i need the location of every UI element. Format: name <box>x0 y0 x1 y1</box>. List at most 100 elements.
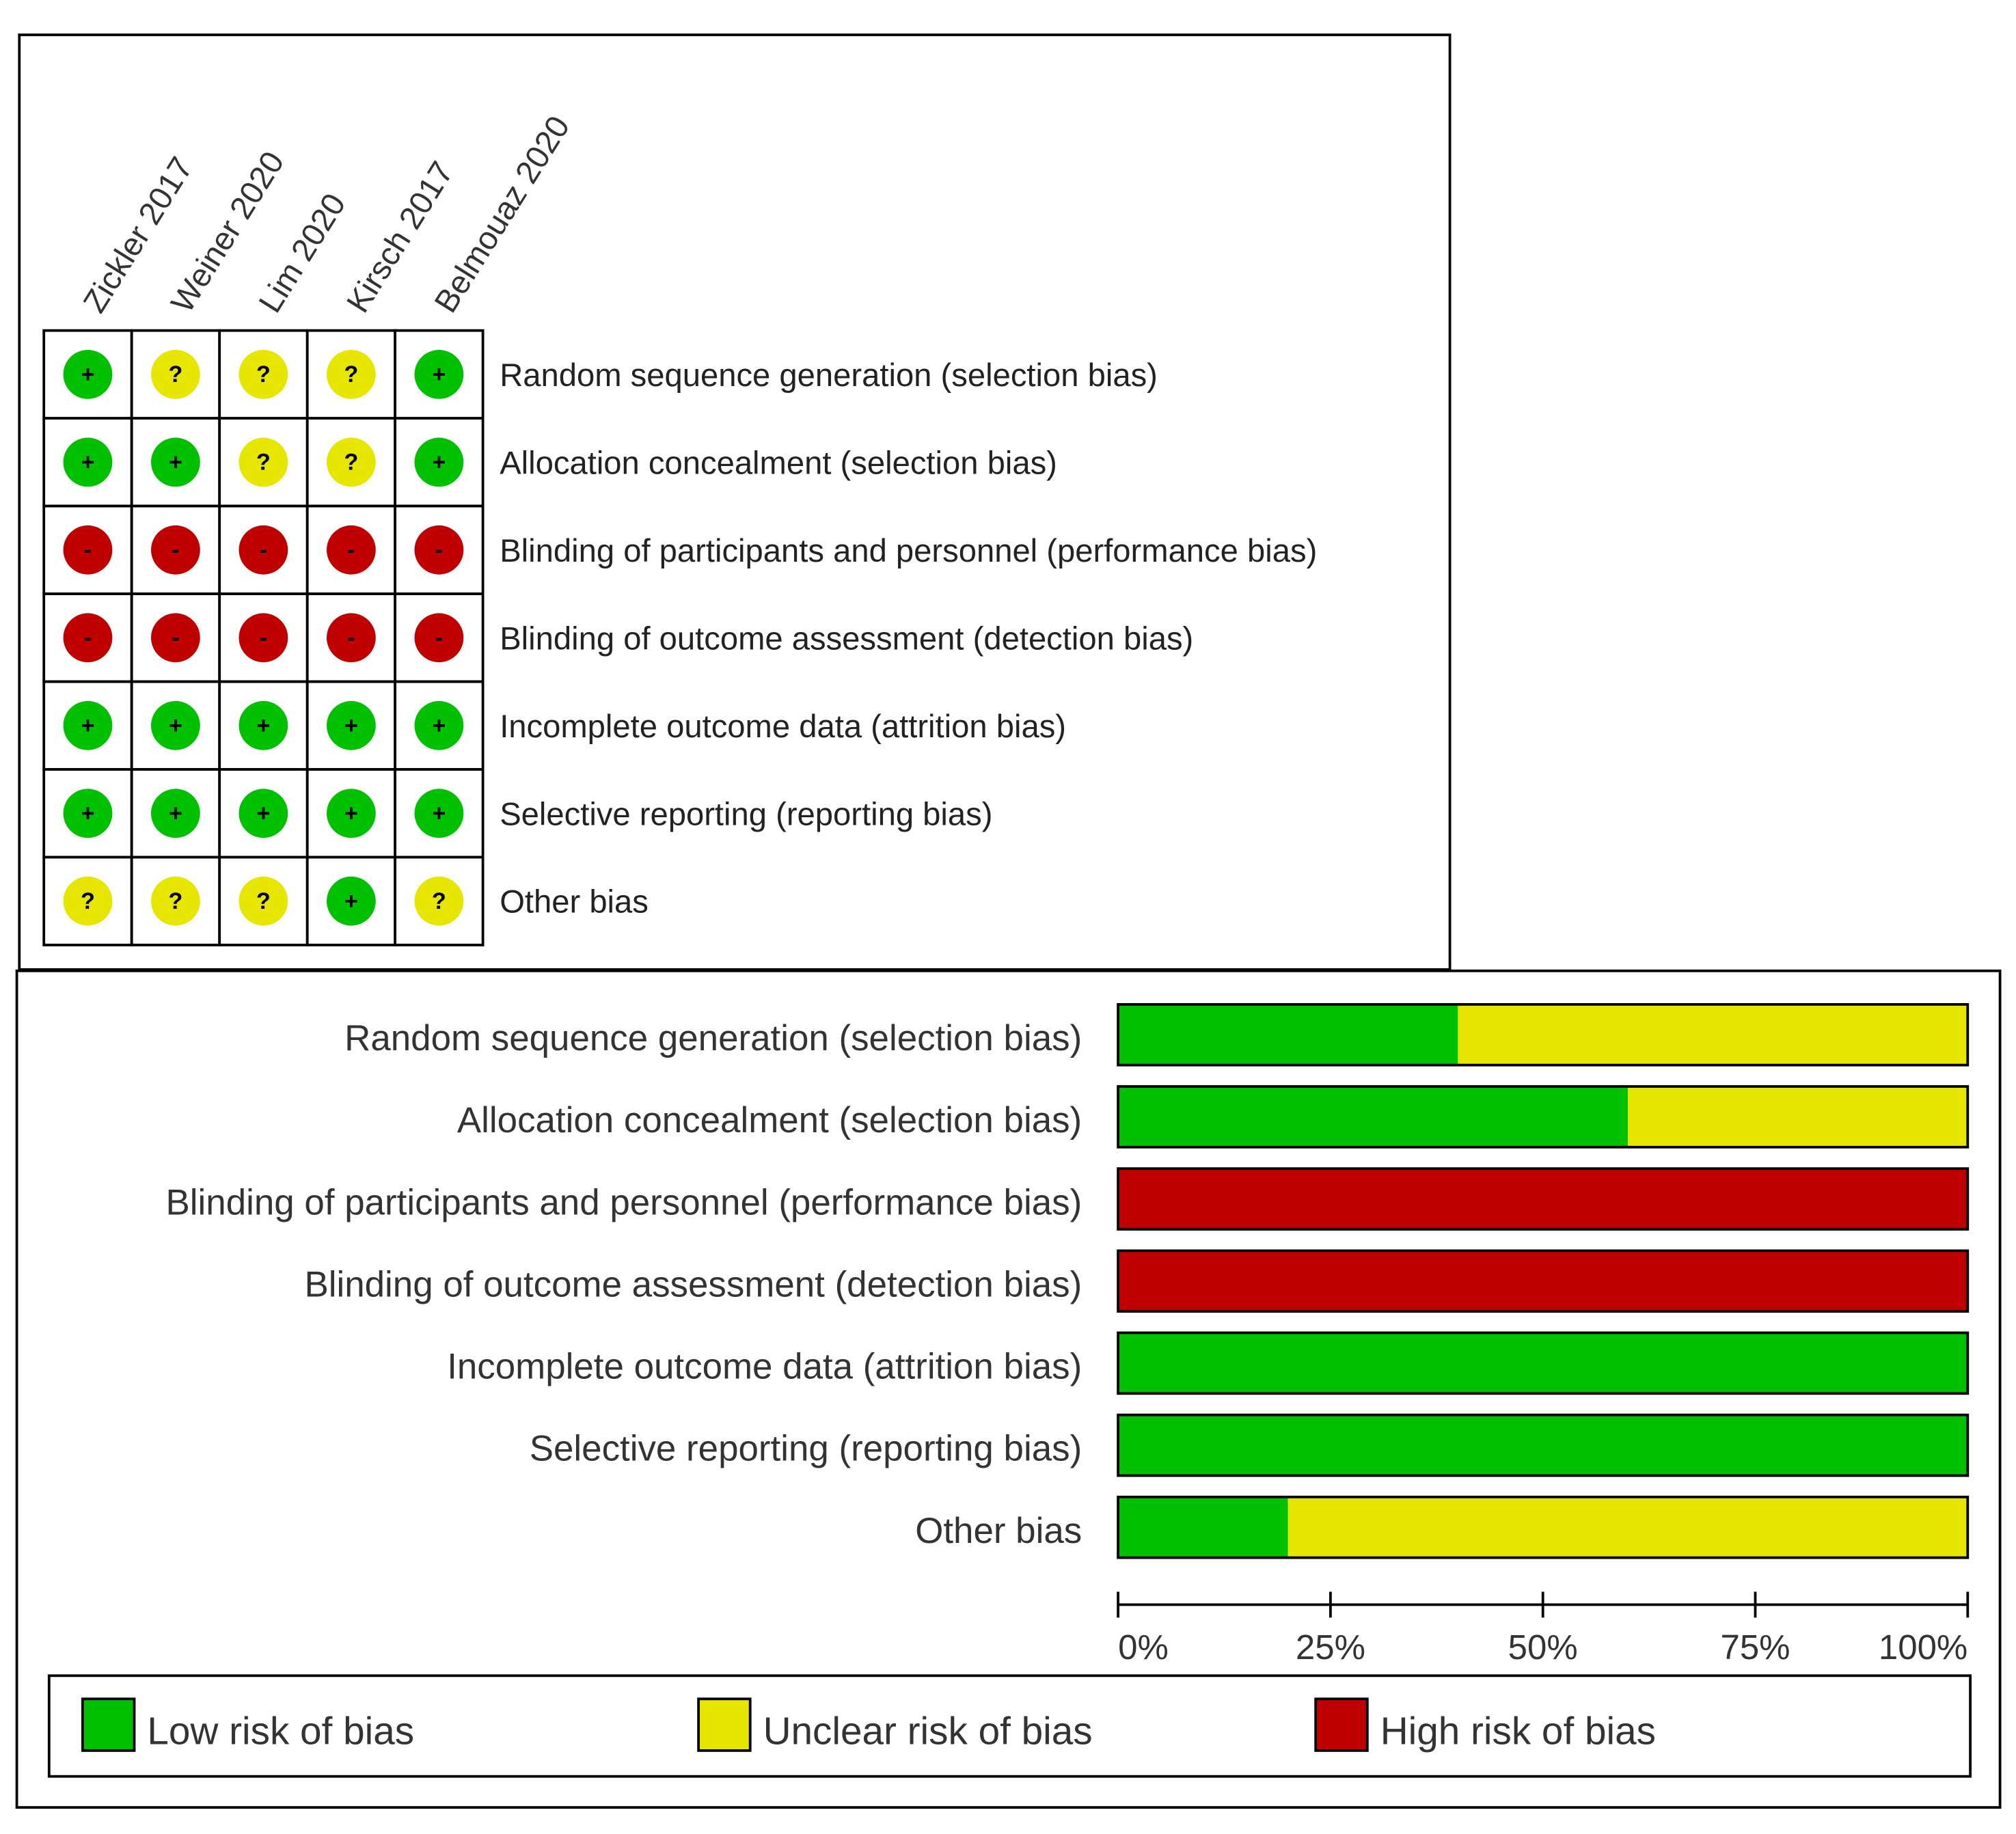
graph-category-label: Other bias <box>915 1511 1082 1551</box>
x-tick-label: 75% <box>1720 1628 1790 1667</box>
judgement-symbol: - <box>260 537 267 563</box>
judgement-unclear-dot <box>327 350 376 399</box>
judgement-unclear-dot <box>414 876 464 926</box>
x-tick-label: 100% <box>1879 1628 1967 1667</box>
legend-swatch-unclear <box>697 1697 752 1752</box>
bar-segment-unclear <box>1458 1004 1968 1065</box>
legend-label: Unclear risk of bias <box>763 1710 1093 1753</box>
judgement-symbol: ? <box>169 361 183 387</box>
study-header: Lim 2020 <box>252 187 353 319</box>
judgement-symbol: - <box>435 625 443 651</box>
summary-domain-label: Other bias <box>500 884 649 920</box>
bar-outline <box>1117 1495 1970 1559</box>
legend-swatch-low <box>81 1697 136 1752</box>
judgement-unclear-dot <box>151 876 200 926</box>
graph-category-label: Selective reporting (reporting bias) <box>530 1429 1082 1469</box>
judgement-low-dot <box>414 437 464 487</box>
bar-segment-high <box>1118 1168 1968 1229</box>
summary-domain-label: Allocation concealment (selection bias) <box>500 445 1057 481</box>
judgement-low-dot <box>151 700 200 750</box>
bar-segment-unclear <box>1628 1086 1968 1147</box>
judgement-low-dot <box>414 350 464 399</box>
judgement-low-dot <box>63 437 113 487</box>
judgement-symbol: + <box>432 450 446 476</box>
judgement-symbol: - <box>260 625 267 651</box>
judgement-symbol: ? <box>81 888 95 914</box>
judgement-symbol: + <box>81 801 95 827</box>
judgement-high-dot <box>239 613 288 663</box>
judgement-symbol: + <box>344 713 358 739</box>
judgement-low-dot <box>63 789 113 838</box>
judgement-symbol: - <box>84 537 92 563</box>
grid-cell <box>305 856 397 946</box>
judgement-symbol: + <box>432 801 446 827</box>
graph-category-label: Blinding of participants and personnel (… <box>166 1182 1082 1222</box>
judgement-symbol: + <box>432 713 446 739</box>
x-tick-label: 0% <box>1118 1628 1169 1667</box>
judgement-symbol: + <box>256 801 270 827</box>
judgement-low-dot <box>327 700 376 750</box>
summary-domain-label: Incomplete outcome data (attrition bias) <box>500 709 1066 745</box>
summary-domain-label: Blinding of outcome assessment (detectio… <box>500 620 1193 657</box>
judgement-symbol: + <box>169 713 182 739</box>
bar-segment-low <box>1118 1004 1458 1065</box>
judgement-symbol: - <box>347 537 355 563</box>
graph-category-label: Blinding of outcome assessment (detectio… <box>304 1264 1082 1304</box>
graph-category-label: Incomplete outcome data (attrition bias) <box>447 1347 1082 1387</box>
judgement-high-dot <box>151 525 200 575</box>
grid-cell <box>42 504 133 595</box>
bar-segment-low <box>1118 1496 1288 1558</box>
judgement-symbol: ? <box>169 888 183 914</box>
bar-segment-low <box>1118 1414 1968 1476</box>
judgement-high-dot <box>239 525 288 575</box>
bar-outline <box>1117 1249 1970 1313</box>
judgement-high-dot <box>327 613 376 663</box>
legend-swatch-high <box>1314 1697 1369 1752</box>
x-tick-label: 50% <box>1508 1628 1578 1667</box>
judgement-symbol: + <box>344 801 358 827</box>
judgement-low-dot <box>327 789 376 838</box>
judgement-symbol: + <box>432 361 446 387</box>
bar-segment-low <box>1118 1086 1628 1147</box>
judgement-symbol: ? <box>344 450 359 476</box>
bar-segment-low <box>1118 1332 1968 1394</box>
judgement-symbol: + <box>169 450 182 476</box>
judgement-unclear-dot <box>239 437 288 487</box>
risk-of-bias-graph-panel: Random sequence generation (selection bi… <box>15 969 2002 1809</box>
bar-outline <box>1117 1167 1970 1231</box>
judgement-low-dot <box>63 700 113 750</box>
bar-outline <box>1117 1331 1970 1395</box>
judgement-symbol: ? <box>256 450 271 476</box>
study-header: Belmouaz 2020 <box>428 110 577 319</box>
judgement-unclear-dot <box>239 350 288 399</box>
judgement-low-dot <box>239 789 288 838</box>
judgement-unclear-dot <box>63 876 113 926</box>
x-tick-label: 25% <box>1296 1628 1365 1667</box>
bar-outline <box>1117 1413 1970 1477</box>
judgement-symbol: + <box>169 801 182 827</box>
legend-label: Low risk of bias <box>147 1710 414 1753</box>
judgement-symbol: + <box>344 888 358 914</box>
judgement-low-dot <box>414 700 464 750</box>
summary-domain-label: Selective reporting (reporting bias) <box>500 796 992 832</box>
bar-outline <box>1117 1085 1970 1149</box>
grid-cell <box>394 856 485 946</box>
judgement-high-dot <box>63 525 113 575</box>
bar-segment-high <box>1118 1250 1968 1312</box>
summary-domain-label: Random sequence generation (selection bi… <box>500 357 1158 394</box>
legend-box <box>47 1674 1972 1778</box>
judgement-high-dot <box>414 613 464 663</box>
judgement-symbol: + <box>256 713 270 739</box>
judgement-low-dot <box>63 350 113 399</box>
judgement-symbol: ? <box>256 361 271 387</box>
judgement-symbol: - <box>84 625 92 651</box>
judgement-low-dot <box>151 789 200 838</box>
judgement-symbol: ? <box>344 361 359 387</box>
graph-category-label: Allocation concealment (selection bias) <box>457 1100 1082 1140</box>
graph-category-label: Random sequence generation (selection bi… <box>344 1018 1082 1058</box>
bar-segment-unclear <box>1288 1496 1968 1558</box>
judgement-symbol: - <box>172 537 179 563</box>
judgement-symbol: ? <box>256 888 271 914</box>
